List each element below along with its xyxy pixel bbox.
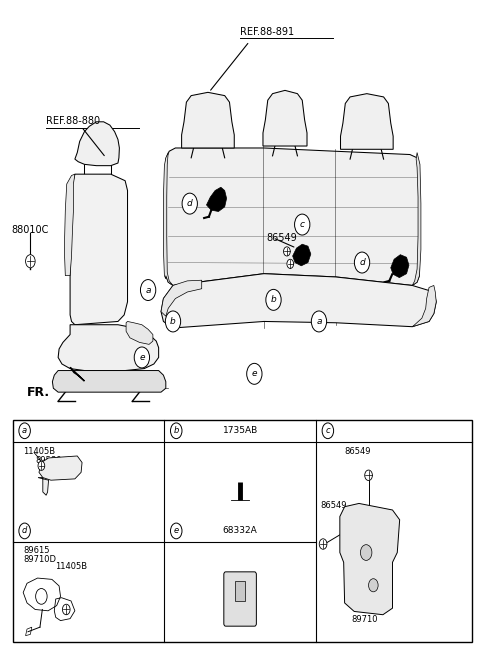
Text: 11405B: 11405B	[55, 562, 87, 571]
Polygon shape	[412, 153, 421, 285]
Text: FR.: FR.	[27, 386, 50, 399]
Polygon shape	[412, 285, 436, 327]
Polygon shape	[161, 274, 436, 328]
Text: e: e	[139, 353, 144, 362]
Text: 89615: 89615	[23, 546, 50, 555]
Polygon shape	[64, 174, 75, 276]
Text: d: d	[359, 258, 365, 267]
Text: 88010C: 88010C	[11, 225, 48, 235]
Text: c: c	[325, 426, 330, 436]
FancyBboxPatch shape	[12, 420, 472, 642]
Text: 11405B: 11405B	[23, 447, 55, 456]
Text: 68332A: 68332A	[223, 526, 257, 535]
Circle shape	[38, 461, 45, 470]
Circle shape	[365, 470, 372, 481]
Polygon shape	[391, 255, 409, 277]
Circle shape	[134, 347, 150, 368]
Circle shape	[165, 311, 180, 332]
Circle shape	[319, 539, 327, 549]
Polygon shape	[126, 321, 153, 344]
Circle shape	[19, 423, 30, 439]
Circle shape	[170, 423, 182, 439]
Polygon shape	[163, 153, 173, 285]
Circle shape	[369, 579, 378, 592]
Text: b: b	[174, 426, 179, 436]
Text: e: e	[174, 526, 179, 535]
Polygon shape	[52, 371, 166, 392]
Text: 1735AB: 1735AB	[222, 426, 258, 436]
Circle shape	[322, 423, 334, 439]
FancyBboxPatch shape	[224, 572, 256, 626]
Polygon shape	[39, 456, 82, 480]
Circle shape	[312, 311, 326, 332]
Text: REF.88-880: REF.88-880	[46, 116, 100, 127]
Polygon shape	[75, 122, 120, 166]
Text: e: e	[252, 369, 257, 379]
Text: d: d	[187, 199, 192, 208]
Polygon shape	[70, 367, 84, 381]
Text: 86549: 86549	[266, 233, 297, 243]
Polygon shape	[206, 187, 227, 211]
Text: 89710D: 89710D	[23, 555, 56, 564]
Polygon shape	[181, 92, 234, 148]
Circle shape	[247, 363, 262, 384]
Text: 86549: 86549	[321, 501, 347, 510]
Circle shape	[354, 252, 370, 273]
FancyBboxPatch shape	[235, 581, 245, 601]
Circle shape	[284, 247, 290, 256]
Circle shape	[182, 193, 197, 214]
Polygon shape	[161, 280, 202, 316]
Circle shape	[141, 279, 156, 300]
Text: 89580: 89580	[36, 457, 62, 465]
Text: a: a	[145, 285, 151, 295]
Polygon shape	[70, 174, 128, 325]
Text: 89710: 89710	[352, 615, 378, 624]
Circle shape	[266, 289, 281, 310]
Circle shape	[295, 214, 310, 235]
Circle shape	[25, 255, 35, 268]
Polygon shape	[263, 91, 307, 146]
Text: c: c	[300, 220, 305, 229]
Circle shape	[19, 523, 30, 539]
Circle shape	[62, 604, 70, 615]
Text: 86549: 86549	[345, 447, 371, 456]
Polygon shape	[340, 503, 400, 615]
Polygon shape	[340, 94, 393, 150]
Circle shape	[36, 588, 47, 604]
Text: a: a	[22, 426, 27, 436]
Polygon shape	[58, 325, 158, 371]
Polygon shape	[293, 244, 311, 266]
Polygon shape	[166, 148, 420, 285]
Text: REF.88-891: REF.88-891	[240, 27, 294, 37]
Polygon shape	[38, 478, 48, 495]
Text: b: b	[170, 317, 176, 326]
Text: b: b	[271, 295, 276, 304]
Text: a: a	[316, 317, 322, 326]
Text: d: d	[22, 526, 27, 535]
Circle shape	[170, 523, 182, 539]
Circle shape	[287, 259, 294, 268]
Circle shape	[360, 544, 372, 560]
